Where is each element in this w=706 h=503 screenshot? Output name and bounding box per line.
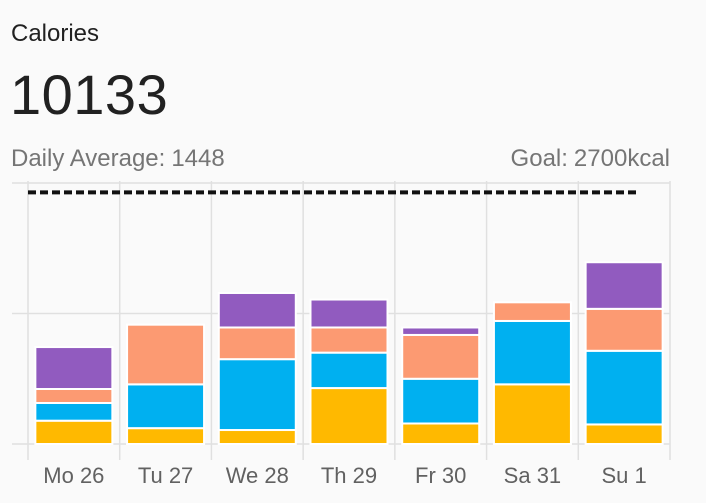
bar-segment [584, 349, 664, 426]
bar-segment [401, 333, 481, 380]
bar-segment [34, 388, 114, 404]
bar-segment [309, 387, 389, 446]
bar-segment [584, 261, 664, 310]
bar-segment [584, 307, 664, 352]
bar-segment [584, 423, 664, 445]
bar-segment [126, 383, 206, 430]
x-tick-label: Mo 26 [43, 463, 104, 488]
bar-segment [401, 377, 481, 425]
x-tick-label: We 28 [226, 463, 289, 488]
bar-segment [217, 326, 297, 361]
bar-segment [401, 326, 481, 336]
bar-segment [34, 401, 114, 422]
bars [34, 261, 664, 446]
bar-segment [492, 383, 572, 446]
daily-average-value: 1448 [171, 145, 225, 172]
goal-value: 2700kcal [573, 145, 670, 172]
grid [12, 181, 671, 460]
goal: Goal: 2700kcal [511, 145, 670, 173]
bar-segment [217, 429, 297, 445]
bar-segment [126, 323, 206, 386]
bar-segment [401, 422, 481, 446]
daily-average-label: Daily Average: [11, 145, 166, 172]
x-axis-labels: Mo 26 Tu 27 We 28 Th 29 Fr 30 Sa 31 Su 1 [43, 463, 646, 488]
x-tick-label: Su 1 [602, 463, 647, 488]
chart-title: Calories [11, 20, 100, 47]
bar-segment [309, 326, 389, 354]
bar-segment [126, 427, 206, 445]
bar-segment [217, 291, 297, 329]
bar-segment [217, 358, 297, 432]
x-tick-label: Sa 31 [504, 463, 562, 488]
bar-segment [309, 351, 389, 390]
x-tick-label: Tu 27 [138, 463, 193, 488]
x-tick-label: Fr 30 [415, 463, 466, 488]
bar-segment [34, 346, 114, 391]
bar-segment [492, 319, 572, 386]
x-tick-label: Th 29 [321, 463, 377, 488]
bar-segment [309, 298, 389, 329]
bar-segment [492, 301, 572, 322]
bar-segment [34, 419, 114, 446]
daily-average: Daily Average: 1448 [11, 145, 225, 173]
goal-label: Goal: [510, 145, 568, 172]
total-calories: 10133 [10, 63, 169, 126]
